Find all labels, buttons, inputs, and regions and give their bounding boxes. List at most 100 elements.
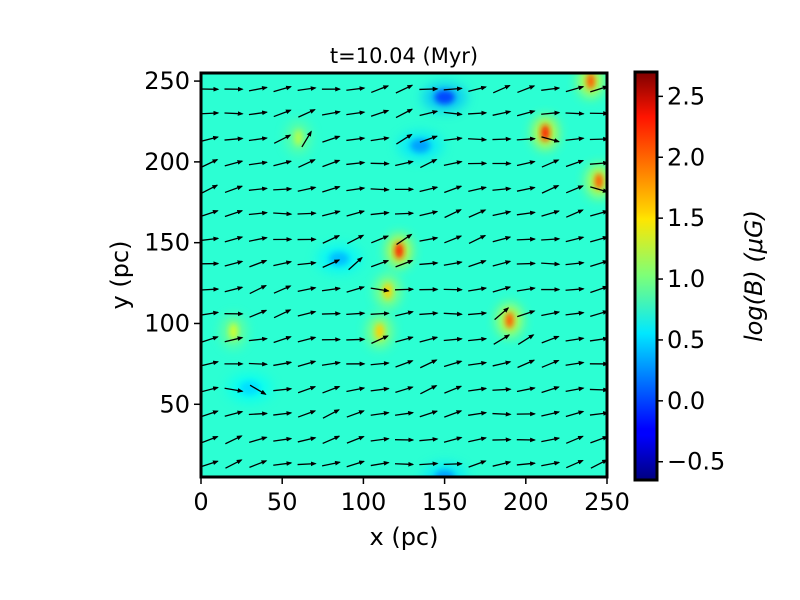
field-vector (346, 160, 366, 166)
colorbar-tick-label: 2.5 (667, 82, 705, 110)
field-vector (321, 110, 341, 116)
field-vector (297, 436, 317, 443)
field-vector (394, 211, 415, 216)
field-vector (541, 86, 561, 91)
field-vector (224, 286, 244, 293)
field-vector (346, 186, 366, 192)
field-vector (370, 109, 390, 117)
field-vector (321, 460, 341, 467)
field-vector (492, 360, 512, 367)
field-vector (443, 160, 463, 166)
colorbar-tick-label: −0.5 (667, 448, 725, 476)
x-axis-label: x (pc) (370, 523, 439, 551)
field-vector (321, 311, 342, 316)
field-vector (370, 411, 390, 416)
field-vector (248, 210, 268, 216)
field-vector (396, 133, 413, 145)
field-vector (297, 336, 317, 343)
y-tick-label: 200 (144, 148, 190, 176)
field-vector (371, 335, 389, 344)
field-vector (443, 86, 463, 92)
field-vector (565, 260, 585, 266)
field-vector (541, 359, 560, 368)
y-tick-label: 50 (159, 390, 190, 418)
field-vector (589, 336, 607, 342)
field-vector (201, 135, 219, 142)
field-vector (224, 260, 244, 267)
field-vector (492, 286, 512, 293)
field-vector (492, 460, 512, 467)
x-axis-ticks: 0 50 100 150 200 250 (193, 477, 630, 516)
field-vector (395, 84, 414, 94)
field-vector (273, 436, 293, 442)
field-vector (201, 286, 220, 292)
field-vector (273, 285, 292, 294)
field-vector (249, 309, 268, 318)
field-vector (516, 461, 536, 466)
field-vector (541, 236, 561, 242)
field-vector (224, 410, 244, 417)
field-vector (590, 436, 607, 444)
field-vector (322, 159, 341, 168)
field-vector (468, 411, 488, 416)
magnetic-field-vectors (201, 84, 607, 469)
field-vector (395, 411, 415, 416)
field-vector (516, 110, 536, 117)
field-vector (370, 210, 390, 216)
field-vector (298, 109, 316, 118)
field-vector (419, 86, 439, 92)
field-vector (565, 159, 585, 168)
void-core (434, 470, 455, 477)
field-vector (301, 130, 312, 148)
field-vector (249, 259, 268, 268)
field-vector (492, 136, 512, 142)
field-vector (443, 436, 463, 443)
filament-core (395, 242, 404, 259)
field-vector (541, 184, 560, 194)
field-vector (565, 185, 584, 194)
field-vector (541, 136, 560, 143)
field-vector (419, 110, 439, 117)
field-vector (443, 461, 463, 467)
field-vector (517, 310, 536, 318)
field-vector (225, 435, 243, 445)
field-vector (297, 386, 317, 394)
colorbar-tick-label: 1.0 (667, 265, 705, 293)
field-vector (419, 236, 439, 242)
y-tick-label: 250 (144, 67, 190, 95)
field-vector (443, 336, 463, 342)
void-core (434, 90, 455, 105)
field-vector (468, 260, 487, 268)
void-core (410, 138, 431, 153)
field-vector (541, 460, 561, 467)
y-axis-ticks: 50 100 150 200 250 (144, 67, 201, 418)
field-vector (395, 259, 414, 268)
field-vector (346, 311, 366, 316)
field-vector (396, 233, 413, 246)
field-vector (224, 236, 244, 243)
field-vector (565, 136, 585, 142)
field-vector (224, 136, 244, 142)
field-vector (517, 85, 536, 94)
field-vector (492, 387, 512, 392)
field-vector (395, 386, 414, 394)
field-vector (346, 435, 365, 444)
field-vector (590, 210, 607, 217)
field-vector (468, 209, 487, 218)
field-vector (273, 260, 293, 267)
field-vector (517, 359, 536, 369)
field-vector (273, 360, 293, 367)
field-vector (590, 285, 607, 294)
field-vector (370, 386, 390, 392)
field-vector (370, 311, 390, 316)
field-vector (420, 158, 438, 169)
field-vector (248, 361, 269, 367)
field-vector (224, 111, 244, 116)
field-vector (297, 461, 317, 467)
filament-core (505, 312, 514, 329)
field-vector (444, 385, 463, 394)
x-tick-label: 150 (422, 488, 468, 516)
field-vector (370, 136, 390, 142)
field-vector (444, 410, 463, 418)
filament-core (229, 323, 238, 340)
